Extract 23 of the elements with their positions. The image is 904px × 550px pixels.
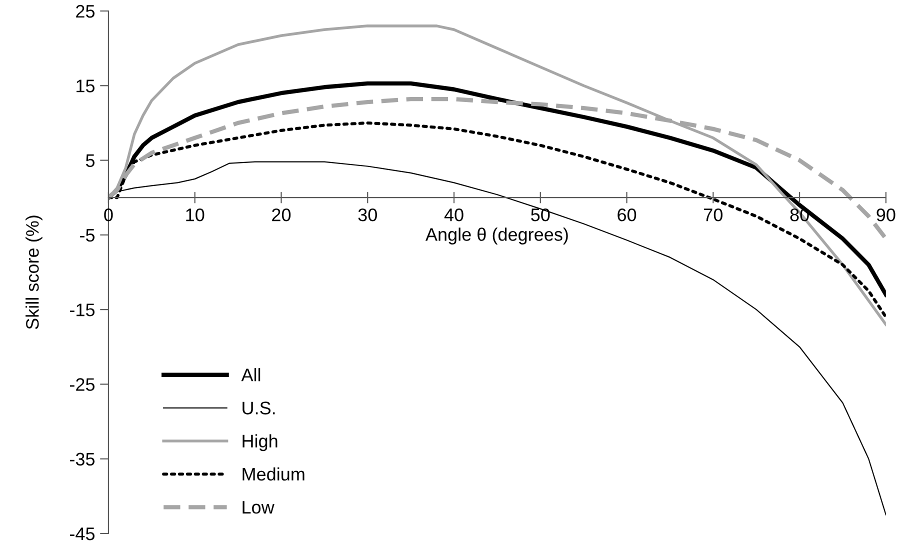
legend-label: Low [242, 501, 274, 514]
y-tick-label: -25 [70, 378, 95, 391]
x-tick-label: 90 [876, 208, 896, 222]
y-tick-label: 25 [76, 4, 95, 18]
y-tick-label: 15 [76, 80, 95, 92]
x-tick-label: 10 [186, 208, 204, 222]
y-tick-label: 5 [86, 154, 95, 168]
y-tick-label: -15 [70, 304, 95, 316]
legend-label: High [242, 434, 278, 452]
x-tick-label: 20 [272, 208, 291, 222]
y-tick-label: -5 [80, 229, 95, 242]
legend-label: U.S. [242, 402, 275, 414]
x-axis-title: Angle θ (degrees) [425, 228, 568, 244]
x-tick-label: 30 [358, 208, 377, 222]
y-axis-title: Skill score (%) [26, 216, 42, 330]
legend-label: All [241, 368, 260, 382]
y-tick-label: -45 [70, 528, 95, 540]
x-tick-label: 50 [531, 208, 550, 222]
legend-label: Medium [242, 467, 304, 481]
x-tick-label: 70 [704, 208, 722, 222]
x-tick-label: 60 [618, 208, 636, 222]
y-tick-label: -35 [70, 452, 95, 466]
x-tick-label: 40 [444, 208, 464, 222]
